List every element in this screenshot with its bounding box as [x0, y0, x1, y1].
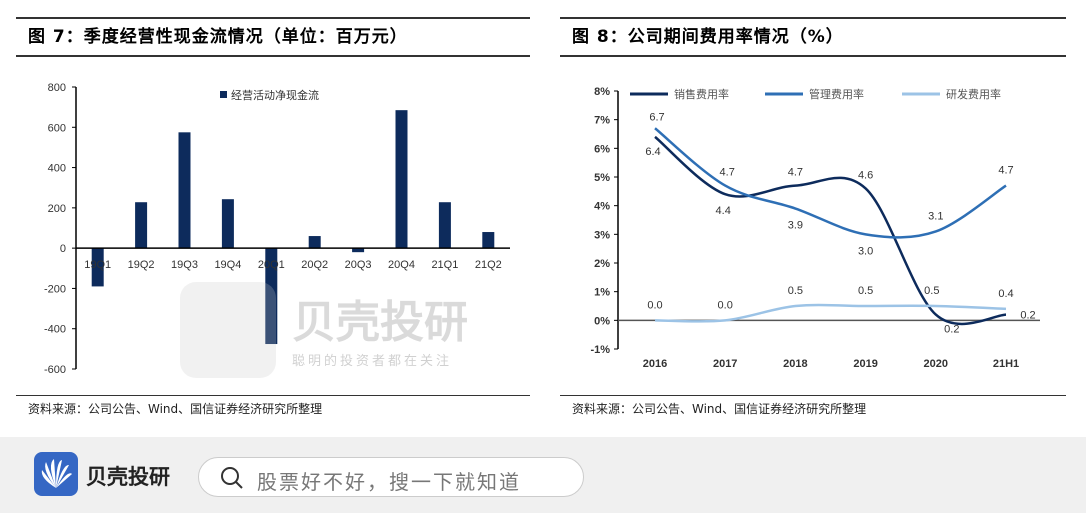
footer-bar: 贝壳投研 股票好不好，搜一下就知道	[0, 437, 1086, 513]
y-tick-label: -200	[44, 283, 66, 295]
y-tick-label: -1%	[590, 344, 610, 356]
data-label: 4.7	[720, 167, 735, 179]
divider	[16, 55, 530, 57]
x-tick-label: 19Q1	[84, 259, 111, 271]
bar	[482, 232, 495, 249]
y-tick-label: 200	[48, 203, 66, 215]
divider	[560, 395, 1066, 396]
series-line-0	[654, 135, 1007, 326]
data-label: 0.2	[944, 324, 959, 336]
x-tick-label: 2016	[643, 358, 667, 370]
series-line-2	[654, 303, 1007, 323]
legend-label: 经营活动净现金流	[231, 88, 319, 102]
divider	[16, 17, 530, 19]
figure-8: 图 8：公司期间费用率情况（%） 资料来源：公司公告、Wind、国信证券经济研究…	[560, 0, 1086, 430]
data-label: 0.0	[718, 299, 733, 311]
x-tick-label: 2018	[783, 358, 807, 370]
y-tick-label: 2%	[594, 258, 610, 270]
y-tick-label: 4%	[594, 201, 610, 213]
figure-8-title: 图 8：公司期间费用率情况（%）	[572, 27, 844, 47]
y-tick-label: 7%	[594, 115, 610, 127]
figure-7: 图 7：季度经营性现金流情况（单位：百万元） 800 600 400 200 0 -200…	[0, 0, 540, 430]
figure-8-source: 资料来源：公司公告、Wind、国信证券经济研究所整理	[572, 402, 867, 416]
bar	[135, 202, 148, 249]
y-tick-label: 1%	[594, 287, 610, 299]
x-tick-label: 19Q4	[214, 259, 241, 271]
y-tick-label: 600	[48, 122, 66, 134]
bar	[352, 248, 365, 253]
bar-chart: 800 600 400 200 0 -200 -400 -600 19Q1 19Q2 19Q3 19Q…	[44, 82, 510, 376]
x-tick-label: 20Q2	[301, 259, 328, 271]
figure-7-title: 图 7：季度经营性现金流情况（单位：百万元）	[28, 27, 408, 47]
data-label: 0.5	[788, 285, 803, 297]
divider	[560, 55, 1066, 57]
y-tick-label: 400	[48, 163, 66, 175]
y-tick-label: 0%	[594, 315, 610, 327]
bar	[308, 236, 321, 249]
x-tick-label: 21Q1	[431, 259, 458, 271]
y-tick-label: -600	[44, 364, 66, 376]
y-tick-label: 5%	[594, 172, 610, 184]
y-tick-label: 0	[60, 243, 66, 255]
divider	[560, 17, 1066, 19]
divider	[16, 395, 530, 396]
data-label: 0.0	[647, 299, 662, 311]
search-placeholder: 股票好不好，搜一下就知道	[257, 470, 521, 494]
y-tick-label: 3%	[594, 229, 610, 241]
shell-logo-icon[interactable]	[34, 452, 78, 496]
data-label: 4.7	[998, 165, 1013, 177]
x-tick-label: 2017	[713, 358, 737, 370]
x-tick-label: 20Q4	[388, 259, 415, 271]
x-tick-label: 20Q3	[345, 259, 372, 271]
figure-7-source: 资料来源：公司公告、Wind、国信证券经济研究所整理	[28, 402, 323, 416]
bar	[221, 199, 234, 249]
line-chart: 8% 7% 6% 5% 4% 3% 2% 1% 0% -1% 2016 2017 2018 2019 202…	[590, 86, 1040, 370]
data-label: 3.0	[858, 245, 873, 257]
search-icon	[221, 467, 243, 489]
data-label: 0.2	[1020, 310, 1035, 322]
data-label: 3.9	[788, 220, 803, 232]
x-tick-label: 19Q2	[128, 259, 155, 271]
data-label: 4.4	[716, 205, 731, 217]
search-input[interactable]: 股票好不好，搜一下就知道	[198, 457, 584, 497]
x-tick-label: 20Q1	[258, 259, 285, 271]
y-tick-label: 800	[48, 82, 66, 94]
legend-label: 销售费用率	[674, 87, 729, 101]
x-tick-label: 2019	[853, 358, 877, 370]
data-label: 3.1	[928, 210, 943, 222]
series-line-1	[654, 127, 1007, 239]
y-tick-label: 6%	[594, 143, 610, 155]
x-tick-label: 21H1	[993, 358, 1019, 370]
legend-label: 研发费用率	[946, 87, 1001, 101]
legend-label: 管理费用率	[809, 87, 864, 101]
x-tick-label: 2020	[924, 358, 948, 370]
y-tick-label: 8%	[594, 86, 610, 98]
data-label: 0.4	[998, 288, 1013, 300]
data-label: 4.7	[788, 167, 803, 179]
bar	[265, 248, 278, 345]
bar	[91, 248, 104, 287]
legend-swatch	[220, 91, 227, 98]
x-tick-label: 19Q3	[171, 259, 198, 271]
data-label: 0.5	[858, 285, 873, 297]
y-tick-label: -400	[44, 324, 66, 336]
data-label: 6.4	[645, 146, 660, 158]
data-label: 6.7	[649, 111, 664, 123]
brand-name[interactable]: 贝壳投研	[86, 465, 170, 489]
bar	[395, 110, 408, 249]
data-label: 4.6	[858, 169, 873, 181]
data-label: 0.5	[924, 285, 939, 297]
bar	[438, 202, 451, 249]
x-tick-label: 21Q2	[475, 259, 502, 271]
bar	[178, 132, 191, 249]
